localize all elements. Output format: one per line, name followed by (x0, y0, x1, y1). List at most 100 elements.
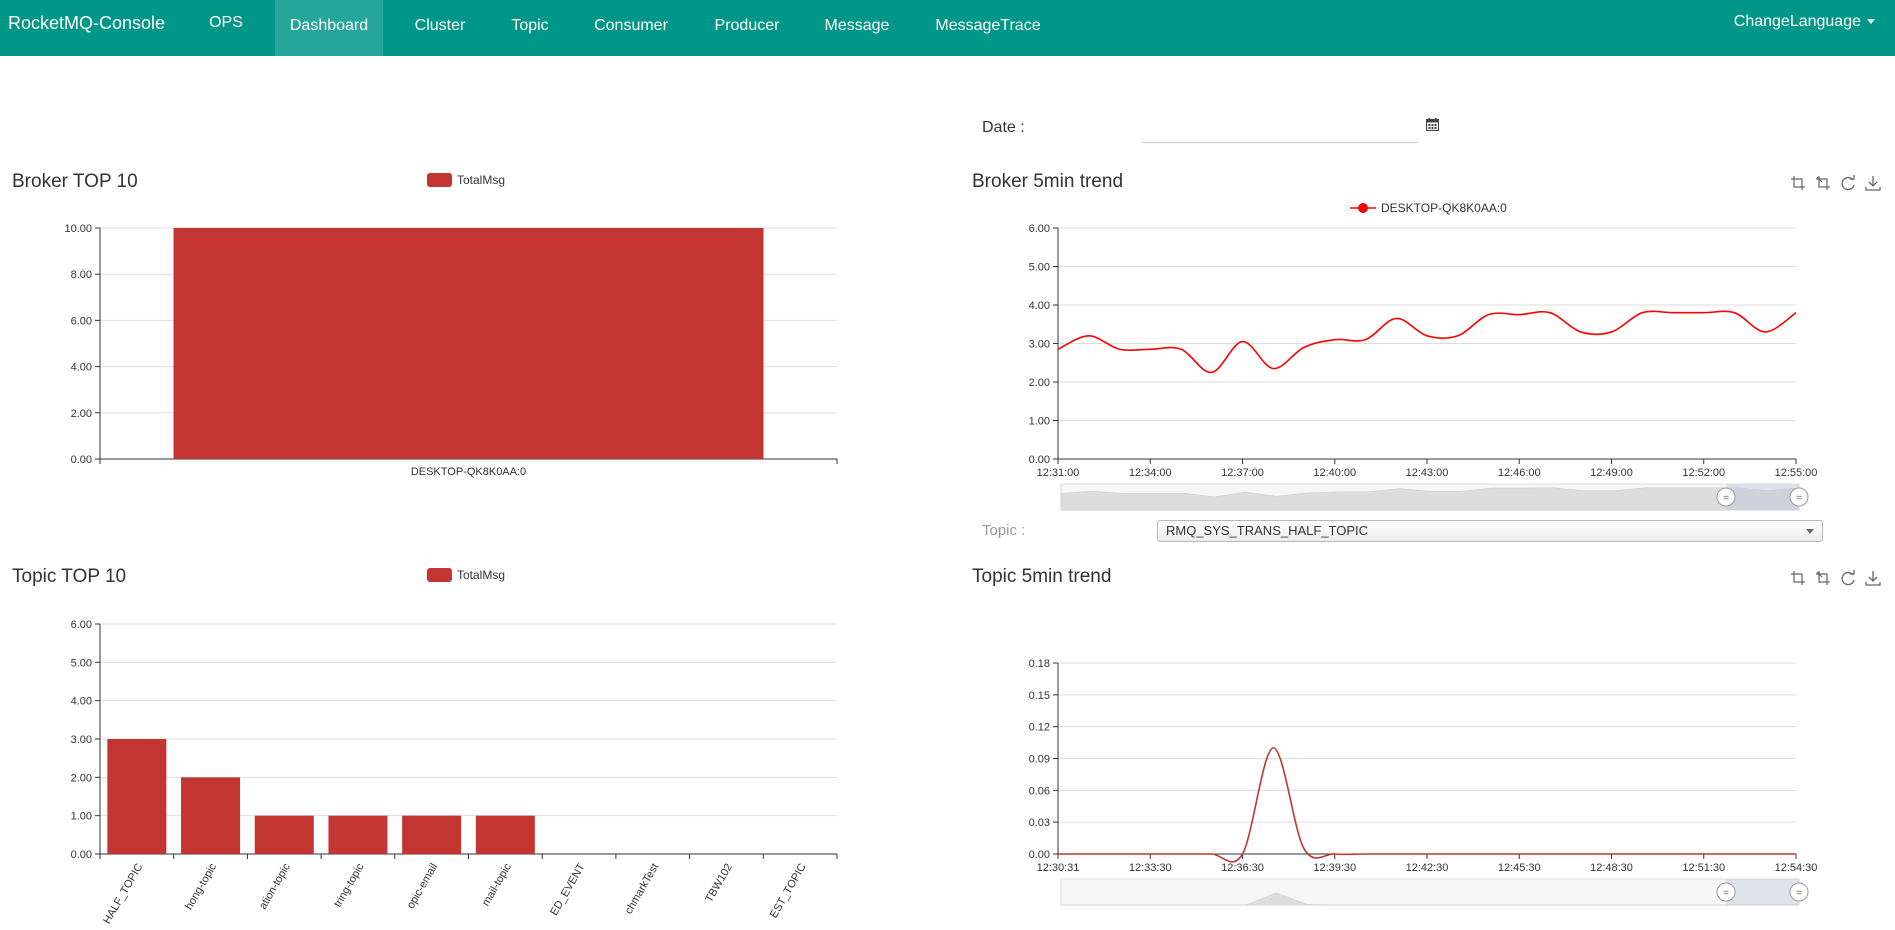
topic-bar (402, 815, 462, 854)
topic-trend-xtick-label: 12:39:30 (1313, 862, 1356, 874)
broker-top10-legend[interactable]: TotalMsg (427, 173, 505, 187)
topic-trend-ytick-label: 0.15 (1029, 690, 1050, 702)
topic-trend-ytick-label: 0.09 (1029, 754, 1050, 766)
legend-swatch (427, 173, 452, 187)
broker-top10-ytick-label: 8.00 (71, 269, 92, 281)
topic-trend-ytick-label: 0.03 (1029, 817, 1050, 829)
broker-trend-ytick-label: 1.00 (1029, 416, 1050, 428)
broker-trend-xtick-label: 12:37:00 (1221, 467, 1264, 479)
broker-trend-datazoom-handle-label: = (1723, 493, 1729, 504)
topic-trend-ytick-label: 0.00 (1029, 849, 1050, 861)
topic-trend-xtick-label: 12:42:30 (1406, 862, 1449, 874)
calendar-icon[interactable] (1426, 118, 1439, 131)
date-input[interactable] (1142, 112, 1418, 143)
nav-topic[interactable]: Topic (511, 17, 549, 34)
navbar: RocketMQ-Console OPS Dashboard Cluster T… (0, 0, 1895, 56)
topic-top10-ytick-label: 6.00 (71, 619, 92, 631)
topic-trend-datazoom-window (1726, 879, 1799, 905)
topic-top10-ytick-label: 2.00 (71, 772, 92, 784)
topic-trend-datazoom-shadow (1061, 892, 1799, 906)
broker-top10-ytick-label: 4.00 (71, 362, 92, 374)
topic-trend-datazoom-track (1060, 878, 1800, 906)
change-language-dropdown[interactable]: ChangeLanguage (1734, 13, 1875, 31)
broker-trend-xtick-label: 12:40:00 (1313, 467, 1356, 479)
topic-top10-ytick-label: 4.00 (71, 696, 92, 708)
zoom-icon[interactable] (1790, 570, 1806, 586)
topic-top10-title: Topic TOP 10 (12, 566, 127, 587)
nav-dashboard[interactable]: Dashboard (275, 0, 383, 56)
caret-down-icon (1867, 19, 1875, 25)
broker-trend-datazoom-window (1726, 484, 1799, 510)
topic-top10-ytick-label: 0.00 (71, 849, 92, 861)
topic-bar (254, 815, 314, 854)
broker-trend-title: Broker 5min trend (972, 171, 1124, 192)
restore-icon[interactable] (1840, 175, 1856, 191)
topic-trend-xtick-label: 12:45:30 (1498, 862, 1541, 874)
topic-trend-toolbox (1790, 570, 1881, 586)
save-image-icon[interactable] (1865, 570, 1881, 586)
legend-line-marker-icon (1350, 203, 1376, 213)
legend-label: TotalMsg (457, 568, 506, 582)
broker-top10-ytick-label: 0.00 (71, 454, 92, 466)
nav-cluster[interactable]: Cluster (414, 17, 466, 34)
nav-messagetrace[interactable]: MessageTrace (935, 17, 1041, 34)
topic-bar (181, 777, 241, 854)
topic-top10-legend[interactable]: TotalMsg (427, 568, 505, 582)
change-language-label: ChangeLanguage (1733, 13, 1861, 30)
broker-trend-legend[interactable]: DESKTOP-QK8K0AA:0 (1350, 201, 1507, 215)
topic-trend-ytick-label: 0.12 (1029, 722, 1050, 734)
topic-top10-xtick-label: chmarkTest (623, 862, 662, 917)
date-label: Date : (982, 119, 1025, 136)
broker-trend-ytick-label: 4.00 (1029, 300, 1050, 312)
topic-top10-ytick-label: 3.00 (71, 734, 92, 746)
topic-top10-xtick-label: ation-topic (257, 861, 293, 911)
topic-trend-xtick-label: 12:54:30 (1775, 862, 1818, 874)
restore-icon[interactable] (1840, 570, 1856, 586)
topic-top10-xtick-label: mail-topic (480, 861, 514, 908)
topic-trend-datazoom-handle (1716, 882, 1736, 902)
topic-trend-xtick-label: 12:33:30 (1129, 862, 1172, 874)
topic-top10-ytick-label: 5.00 (71, 657, 92, 669)
broker-trend-datazoom-handle-label: = (1796, 493, 1802, 504)
brand[interactable]: RocketMQ-Console (8, 13, 166, 33)
topic-top10-xtick-label: TBW102 (703, 862, 735, 905)
broker-trend-toolbox (1790, 175, 1881, 191)
broker-trend-datazoom-shadow (1060, 487, 1800, 511)
broker-bar (173, 228, 764, 459)
broker-trend-xtick-label: 12:43:00 (1406, 467, 1449, 479)
topic-select[interactable]: RMQ_SYS_TRANS_HALF_TOPIC (1157, 520, 1823, 542)
broker-trend-ytick-label: 2.00 (1029, 377, 1050, 389)
nav-ops[interactable]: OPS (209, 14, 243, 31)
broker-trend-xtick-label: 12:52:00 (1682, 467, 1725, 479)
zoom-reset-icon[interactable] (1815, 175, 1831, 191)
broker-trend-ytick-label: 3.00 (1029, 339, 1050, 351)
topic-trend-xtick-label: 12:48:30 (1590, 862, 1633, 874)
nav-consumer[interactable]: Consumer (594, 17, 668, 34)
topic-bar (475, 815, 535, 854)
topic-trend-datazoom-handle-label: = (1796, 888, 1802, 899)
broker-trend-series-line (1057, 310, 1797, 374)
topic-bar (328, 815, 388, 854)
topic-top10-xtick-label: hong-topic (183, 861, 219, 912)
topic-trend-xtick-label: 12:30:31 (1037, 862, 1080, 874)
topic-trend-series-line (1058, 747, 1796, 863)
zoom-icon[interactable] (1790, 175, 1806, 191)
broker-trend-xtick-label: 12:55:00 (1775, 467, 1818, 479)
broker-trend-ytick-label: 5.00 (1029, 262, 1050, 274)
zoom-reset-icon[interactable] (1815, 570, 1831, 586)
broker-top10-ytick-label: 6.00 (71, 315, 92, 327)
topic-trend-xtick-label: 12:36:30 (1221, 862, 1264, 874)
broker-top10-ytick-label: 2.00 (71, 408, 92, 420)
broker-trend-xtick-label: 12:49:00 (1590, 467, 1633, 479)
broker-trend-xtick-label: 12:31:00 (1037, 467, 1080, 479)
topic-top10-xtick-label: tring-topic (332, 861, 367, 909)
save-image-icon[interactable] (1865, 175, 1881, 191)
nav-message[interactable]: Message (824, 17, 890, 34)
broker-trend-datazoom-handle (1789, 487, 1809, 507)
chevron-down-icon (1806, 529, 1814, 534)
nav-producer[interactable]: Producer (714, 17, 780, 34)
broker-top10-title: Broker TOP 10 (12, 171, 138, 192)
broker-trend-xtick-label: 12:46:00 (1498, 467, 1541, 479)
topic-trend-title: Topic 5min trend (972, 566, 1112, 587)
broker-trend-ytick-label: 0.00 (1029, 454, 1050, 466)
